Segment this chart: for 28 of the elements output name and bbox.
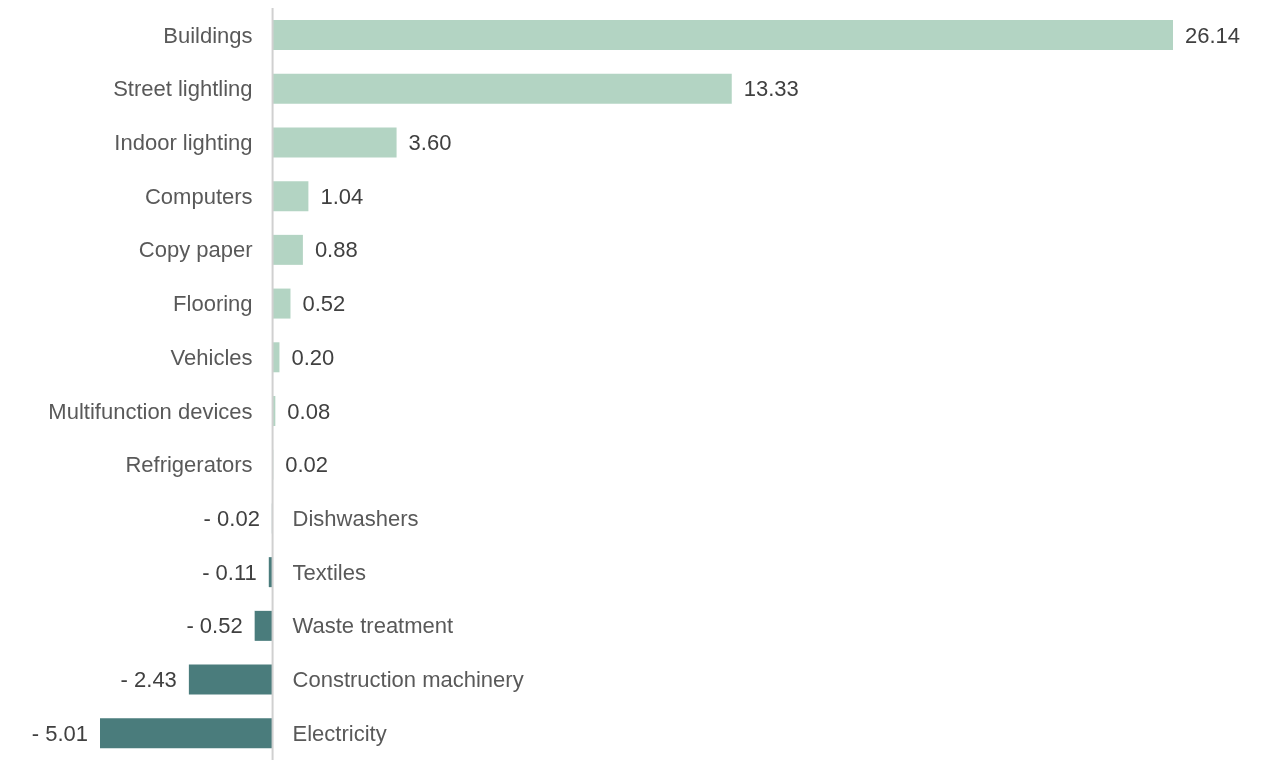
data-label: 0.88 bbox=[314, 237, 358, 263]
data-label: 26.14 bbox=[1185, 22, 1241, 48]
y-tick-label: Refrigerators bbox=[125, 452, 253, 478]
data-label: 0.20 bbox=[291, 344, 335, 370]
data-label: 0.52 bbox=[302, 291, 346, 317]
y-tick-label: Construction machinery bbox=[292, 667, 524, 693]
y-tick-label: Waste treatment bbox=[292, 613, 454, 639]
y-tick-label: Computers bbox=[144, 183, 253, 209]
data-label: 0.02 bbox=[285, 452, 329, 478]
y-tick-label: Indoor lighting bbox=[114, 129, 253, 155]
data-label: - 0.02 bbox=[203, 505, 260, 531]
y-tick-label: Multifunction devices bbox=[48, 398, 253, 424]
y-tick-label: Street lightling bbox=[113, 76, 253, 102]
data-label: 0.08 bbox=[287, 398, 331, 424]
data-label: 1.04 bbox=[320, 183, 364, 209]
data-label: - 2.43 bbox=[120, 667, 177, 693]
data-label: 3.60 bbox=[408, 129, 452, 155]
data-label: 13.33 bbox=[743, 76, 799, 102]
data-label: - 5.01 bbox=[31, 720, 88, 746]
y-tick-label: Copy paper bbox=[138, 237, 253, 263]
y-tick-label: Vehicles bbox=[170, 344, 253, 370]
y-tick-label: Electricity bbox=[292, 720, 387, 746]
y-tick-label: Flooring bbox=[173, 291, 253, 317]
y-tick-label: Dishwashers bbox=[292, 505, 419, 531]
data-label: - 0.11 bbox=[202, 559, 257, 585]
y-tick-label: Textiles bbox=[292, 559, 366, 585]
y-tick-label: Buildings bbox=[163, 22, 253, 48]
data-label: - 0.52 bbox=[186, 613, 243, 639]
